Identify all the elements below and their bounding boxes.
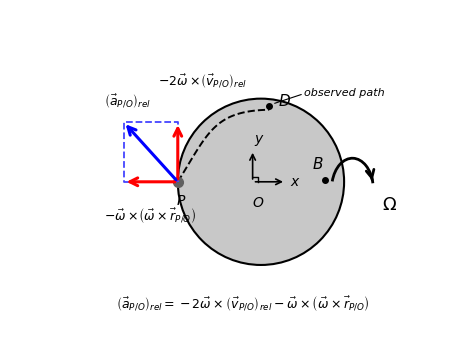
Text: B: B <box>312 157 323 172</box>
Text: O: O <box>253 195 264 210</box>
Text: P: P <box>176 194 185 208</box>
Text: y: y <box>254 132 262 146</box>
Text: D: D <box>279 94 291 109</box>
Text: $-2\vec{\omega}\times\!\left(\vec{v}_{P/O}\right)_{rel}$: $-2\vec{\omega}\times\!\left(\vec{v}_{P/… <box>158 73 247 91</box>
Text: $\left(\vec{a}_{P/O}\right)_{rel}$: $\left(\vec{a}_{P/O}\right)_{rel}$ <box>104 92 151 111</box>
Circle shape <box>178 99 344 265</box>
Text: observed path: observed path <box>304 88 384 98</box>
Text: x: x <box>291 175 299 189</box>
Text: $\Omega$: $\Omega$ <box>382 196 397 214</box>
Text: $\left(\vec{a}_{P/O}\right)_{rel}=-2\vec{\omega}\times\left(\vec{v}_{P/O}\right): $\left(\vec{a}_{P/O}\right)_{rel}=-2\vec… <box>116 294 370 314</box>
Text: $-\vec{\omega}\times\!\left(\vec{\omega}\times\vec{r}_{P/O}\right)$: $-\vec{\omega}\times\!\left(\vec{\omega}… <box>104 207 196 226</box>
